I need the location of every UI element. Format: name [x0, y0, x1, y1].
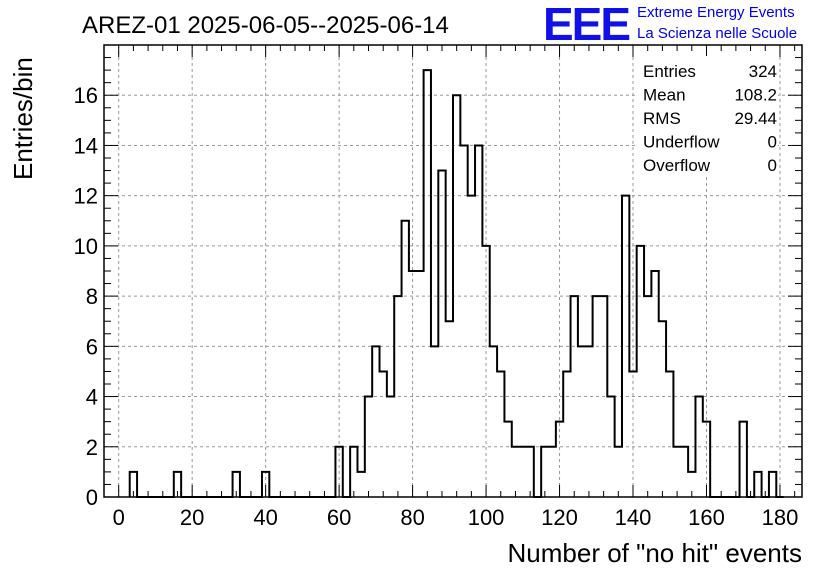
y-tick-label: 0 — [86, 485, 98, 510]
stats-label: Underflow — [643, 133, 720, 152]
histogram-bin — [497, 371, 504, 497]
stats-value: 0 — [768, 133, 777, 152]
x-tick-label: 160 — [688, 505, 725, 530]
stats-value: 0 — [768, 156, 777, 175]
histogram-bin — [769, 472, 776, 497]
y-tick-label: 8 — [86, 284, 98, 309]
stats-value: 108.2 — [734, 86, 777, 105]
stats-value: 324 — [749, 62, 777, 81]
stats-value: 29.44 — [734, 109, 777, 128]
histogram-bin — [585, 346, 592, 497]
y-tick-label: 4 — [86, 385, 98, 410]
histogram-bin — [357, 472, 364, 497]
histogram-bin — [673, 447, 680, 497]
logo-line-2: La Scienza nelle Scuole — [637, 25, 797, 42]
x-tick-label: 60 — [327, 505, 351, 530]
histogram-bin — [740, 422, 747, 497]
histogram-bin — [438, 171, 445, 497]
x-tick-label: 120 — [541, 505, 578, 530]
x-tick-label: 20 — [180, 505, 204, 530]
stats-label: Mean — [643, 86, 686, 105]
x-tick-label: 0 — [113, 505, 125, 530]
stats-box-background — [637, 56, 778, 176]
stats-label: RMS — [643, 109, 681, 128]
y-tick-label: 10 — [74, 234, 98, 259]
x-tick-label: 80 — [400, 505, 424, 530]
histogram-bin — [549, 447, 556, 497]
x-tick-label: 140 — [615, 505, 652, 530]
logo-mark: EEE — [543, 0, 629, 50]
axis-ticks: 0 20 40 60 80 100 120 140 160 180 0 2 4 6 8 10 12 14 16 — [74, 44, 802, 530]
histogram-bin — [504, 422, 511, 497]
x-tick-label: 180 — [762, 505, 799, 530]
y-tick-label: 16 — [74, 83, 98, 108]
histogram-bin — [578, 346, 585, 497]
histogram-bin — [431, 346, 438, 497]
histogram-bin — [402, 221, 409, 497]
y-axis-label: Entries/bin — [8, 57, 38, 180]
histogram-bin — [659, 321, 666, 497]
histogram-bin — [475, 145, 482, 497]
y-tick-label: 12 — [74, 184, 98, 209]
histogram-bin — [541, 447, 548, 497]
histogram-bin — [615, 447, 622, 497]
histogram-bin — [651, 271, 658, 497]
y-tick-label: 6 — [86, 334, 98, 359]
histogram-bin — [637, 246, 644, 497]
histogram-bin — [519, 447, 526, 497]
histogram-bin — [416, 271, 423, 497]
histogram-bin — [350, 447, 357, 497]
logo-line-1: Extreme Energy Events — [637, 4, 795, 21]
y-tick-label: 14 — [74, 133, 98, 158]
histogram-series — [128, 69, 784, 498]
histogram-bin — [372, 346, 379, 497]
histogram-bin — [681, 447, 688, 497]
histogram-bin — [526, 447, 533, 497]
x-tick-label: 100 — [468, 505, 505, 530]
histogram-bin — [460, 145, 467, 497]
stats-label: Entries — [643, 62, 696, 81]
chart-title: AREZ-01 2025-06-05--2025-06-14 — [82, 12, 449, 39]
stats-label: Overflow — [643, 156, 711, 175]
histogram-bin — [563, 371, 570, 497]
histogram-bin — [424, 70, 431, 497]
histogram-bin — [754, 472, 761, 497]
y-tick-label: 2 — [86, 435, 98, 460]
histogram-bin — [490, 346, 497, 497]
x-tick-label: 40 — [253, 505, 277, 530]
stats-box: Entries 324 Mean 108.2 RMS 29.44 Underflow 0 Ove… — [637, 56, 778, 176]
histogram-outline — [128, 69, 784, 498]
histogram-bin — [446, 321, 453, 497]
eee-logo: EEE Extreme Energy Events La Scienza nel… — [543, 0, 797, 50]
x-axis-label: Number of "no hit" events — [508, 538, 803, 568]
histogram-bin — [380, 371, 387, 497]
histogram-bin — [666, 371, 673, 497]
histogram-bin — [512, 447, 519, 497]
